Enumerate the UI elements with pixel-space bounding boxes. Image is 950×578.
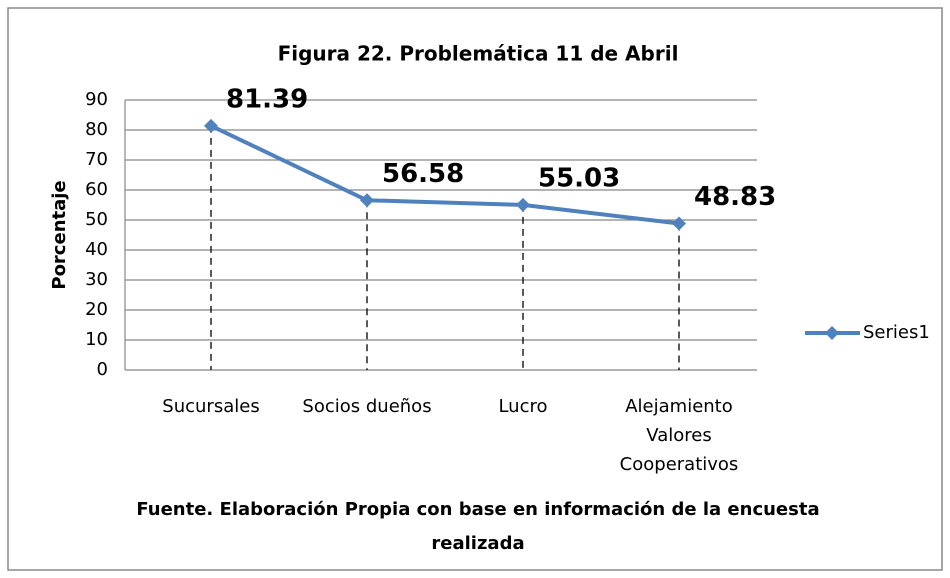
- y-tick-label: 80: [85, 119, 108, 140]
- series-line: [210, 124, 680, 226]
- data-label: 81.39: [226, 84, 308, 114]
- x-tick-label: Socios dueños: [302, 396, 431, 417]
- y-tick-label: 50: [85, 209, 108, 230]
- marker: [360, 193, 374, 208]
- data-label: 56.58: [382, 159, 464, 189]
- marker: [672, 216, 686, 231]
- y-tick-label: 0: [97, 359, 108, 380]
- y-axis-label: Porcentaje: [49, 180, 70, 289]
- y-tick-label: 30: [85, 269, 108, 290]
- y-tick-label: 70: [85, 149, 108, 170]
- y-tick-label: 20: [85, 299, 108, 320]
- chart-title: Figura 22. Problemática 11 de Abril: [278, 42, 679, 66]
- y-tick-label: 10: [85, 329, 108, 350]
- chart-border: [7, 7, 943, 571]
- legend-marker: [825, 326, 839, 340]
- y-tick-label: 40: [85, 239, 108, 260]
- y-tick-label: 90: [85, 89, 108, 110]
- x-tick-label: Sucursales: [162, 396, 259, 417]
- x-tick-label: Alejamiento Valores Cooperativos: [620, 396, 739, 475]
- marker: [516, 197, 530, 212]
- marker: [204, 118, 218, 133]
- caption: Fuente. Elaboración Propia con base en i…: [136, 499, 819, 554]
- data-label: 48.83: [694, 182, 776, 212]
- x-tick-label: Lucro: [498, 396, 547, 417]
- legend-label: Series1: [863, 322, 930, 343]
- y-tick-label: 60: [85, 179, 108, 200]
- data-label: 55.03: [538, 163, 620, 193]
